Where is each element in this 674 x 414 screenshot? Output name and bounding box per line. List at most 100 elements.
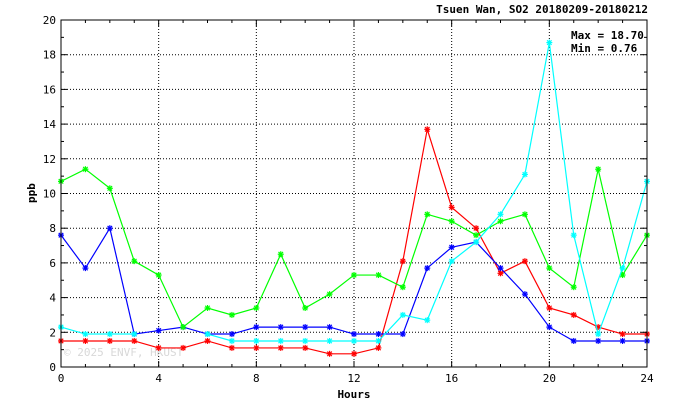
data-point: [326, 324, 333, 331]
data-point: [277, 337, 284, 344]
data-point: [155, 327, 162, 334]
data-point: [546, 39, 553, 46]
data-point: [228, 331, 235, 338]
data-point: [228, 344, 235, 351]
min-label: Min = 0.76: [571, 42, 638, 55]
data-point: [204, 305, 211, 312]
data-point: [326, 350, 333, 357]
data-point: [473, 225, 480, 232]
data-point: [302, 344, 309, 351]
data-point: [424, 317, 431, 324]
series-line: [207, 42, 648, 342]
data-point: [106, 337, 113, 344]
series-line: [60, 326, 135, 335]
y-tick-label: 10: [43, 188, 56, 201]
data-point: [448, 218, 455, 225]
x-tick-label: 0: [58, 372, 65, 385]
y-tick-label: 14: [43, 118, 57, 131]
data-point: [155, 344, 162, 351]
data-point: [399, 311, 406, 318]
data-point: [351, 272, 357, 279]
y-tick-label: 16: [43, 83, 56, 96]
data-point: [253, 344, 260, 351]
data-point: [497, 265, 504, 272]
data-point: [546, 305, 553, 312]
data-point: [497, 270, 504, 277]
data-point: [473, 232, 480, 239]
data-point: [424, 126, 431, 133]
data-point: [253, 324, 260, 331]
data-point: [351, 331, 357, 338]
data-point: [448, 204, 455, 211]
data-point: [570, 284, 577, 291]
data-point: [302, 337, 309, 344]
data-point: [375, 344, 382, 351]
data-point: [204, 337, 211, 344]
x-tick-label: 12: [347, 372, 360, 385]
y-tick-label: 18: [43, 49, 56, 62]
series-4: [58, 39, 650, 344]
data-point: [204, 331, 211, 338]
data-point: [375, 272, 382, 279]
y-tick-label: 4: [49, 292, 56, 305]
data-point: [399, 331, 406, 338]
data-point: [595, 331, 602, 338]
chart-title: Tsuen Wan, SO2 20180209-20180212: [436, 3, 648, 16]
grid: [61, 20, 647, 367]
data-point: [180, 324, 187, 331]
data-point: [131, 258, 138, 265]
data-point: [155, 272, 162, 279]
data-point: [106, 331, 113, 338]
y-tick-label: 20: [43, 14, 56, 27]
data-point: [106, 225, 113, 232]
data-point: [302, 324, 309, 331]
data-point: [570, 311, 577, 318]
data-point: [253, 337, 260, 344]
data-point: [375, 331, 382, 338]
data-point: [570, 337, 577, 344]
data-point: [619, 331, 626, 338]
data-point: [473, 239, 480, 246]
series-3: [58, 166, 650, 331]
x-axis-title: Hours: [337, 388, 370, 401]
data-point: [375, 337, 382, 344]
data-point: [521, 211, 528, 218]
data-point: [497, 211, 504, 218]
data-point: [131, 331, 138, 338]
data-point: [570, 232, 577, 239]
data-point: [399, 258, 406, 265]
y-tick-label: 2: [49, 326, 56, 339]
x-tick-label: 24: [640, 372, 654, 385]
x-tick-label: 16: [445, 372, 458, 385]
series-layer: [58, 39, 650, 357]
y-tick-label: 8: [49, 222, 56, 235]
data-point: [351, 350, 357, 357]
data-point: [595, 337, 602, 344]
data-point: [302, 305, 309, 312]
data-point: [228, 337, 235, 344]
data-point: [82, 331, 89, 338]
data-point: [521, 171, 528, 178]
x-tick-label: 4: [155, 372, 162, 385]
data-point: [448, 258, 455, 265]
data-point: [424, 265, 431, 272]
data-point: [521, 291, 528, 298]
data-point: [595, 166, 602, 173]
data-point: [619, 337, 626, 344]
data-point: [424, 211, 431, 218]
data-point: [131, 337, 138, 344]
y-axis-title: ppb: [25, 183, 38, 203]
series-1: [58, 126, 650, 357]
data-point: [326, 291, 333, 298]
x-tick-label: 20: [543, 372, 556, 385]
y-tick-label: 0: [49, 361, 56, 374]
x-tick-label: 8: [253, 372, 260, 385]
y-tick-label: 12: [43, 153, 56, 166]
data-point: [253, 305, 260, 312]
data-point: [106, 185, 113, 192]
data-point: [351, 337, 357, 344]
data-point: [546, 324, 553, 331]
data-point: [82, 166, 89, 173]
